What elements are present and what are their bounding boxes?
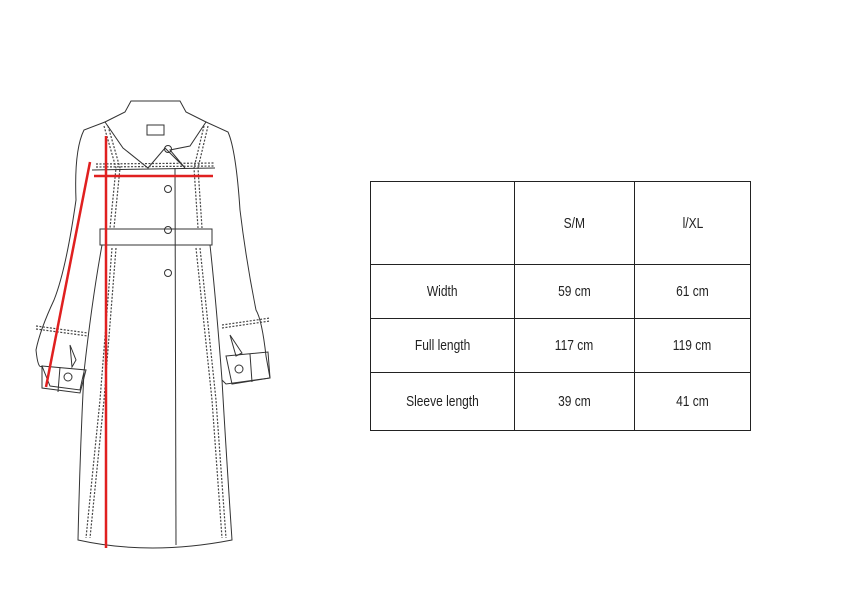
sleeve-length-measure-line — [44, 161, 92, 388]
left-cuff — [41, 365, 87, 394]
row-label: Width — [370, 264, 515, 319]
cell-value: 61 cm — [634, 264, 751, 319]
cell-value: 119 cm — [634, 318, 751, 373]
row-label: Full length — [370, 318, 515, 373]
table-row: Full length 117 cm 119 cm — [370, 318, 751, 373]
cell-value: 59 cm — [514, 264, 635, 319]
cell-value: 39 cm — [514, 372, 635, 431]
button — [164, 226, 172, 234]
coat-body — [35, 121, 271, 549]
belt — [99, 228, 213, 246]
row-label: Sleeve length — [370, 372, 515, 431]
cuff-button — [234, 364, 244, 374]
button — [164, 145, 172, 153]
header-cell-size: l/XL — [634, 181, 751, 265]
cell-value: 117 cm — [514, 318, 635, 373]
size-chart-table: S/M l/XL Width 59 cm 61 cm Full length 1… — [370, 181, 751, 431]
button — [164, 269, 172, 277]
header-cell-empty — [370, 181, 515, 265]
cell-value: 41 cm — [634, 372, 751, 431]
table-row: Width 59 cm 61 cm — [370, 264, 751, 319]
table-row: Sleeve length 39 cm 41 cm — [370, 372, 751, 431]
table-header-row: S/M l/XL — [370, 181, 751, 265]
button — [164, 185, 172, 193]
label-tag — [146, 124, 165, 136]
cuff-button — [63, 372, 73, 382]
right-cuff — [225, 351, 271, 385]
header-cell-size: S/M — [514, 181, 635, 265]
